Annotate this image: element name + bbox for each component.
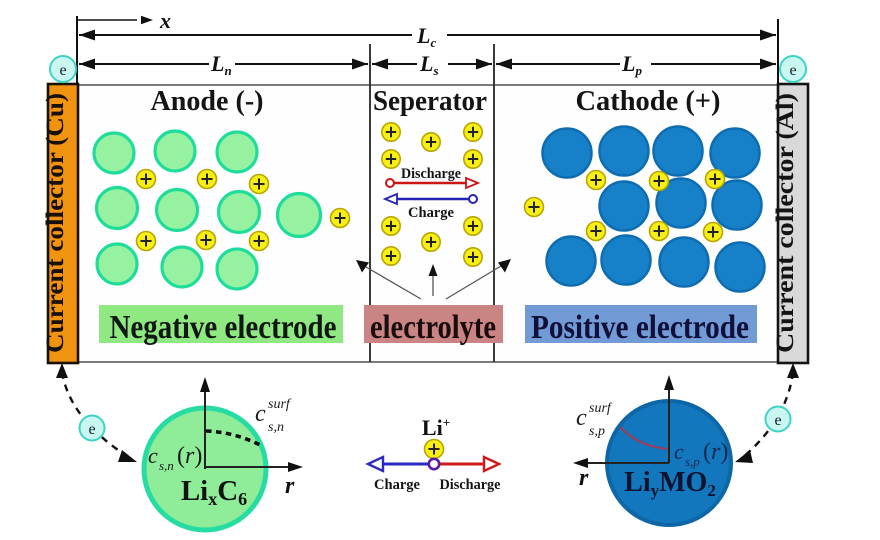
svg-text:electrolyte: electrolyte [370, 309, 496, 346]
svg-text:c: c [674, 439, 684, 464]
svg-text:s,p: s,p [589, 424, 605, 439]
svg-text:LixC6: LixC6 [181, 475, 247, 509]
svg-text:Discharge: Discharge [401, 166, 461, 182]
svg-text:e: e [774, 412, 781, 429]
svg-text:e: e [789, 62, 796, 79]
svg-text:Charge: Charge [408, 205, 454, 221]
svg-text:e: e [59, 62, 66, 79]
svg-text:r: r [579, 465, 589, 491]
svg-text:s,p: s,p [685, 454, 700, 469]
svg-text:(r): (r) [703, 439, 728, 465]
svg-text:(r): (r) [177, 443, 202, 469]
svg-text:Positive electrode: Positive electrode [531, 309, 749, 346]
svg-text:Discharge: Discharge [440, 477, 501, 493]
svg-text:Cathode (+): Cathode (+) [576, 86, 721, 117]
svg-text:surf: surf [268, 397, 292, 412]
svg-text:s,n: s,n [159, 458, 174, 473]
svg-text:e: e [88, 421, 95, 438]
svg-text:r: r [285, 473, 295, 499]
svg-text:LiyMO2: LiyMO2 [624, 467, 716, 500]
svg-text:Current collector (Cu): Current collector (Cu) [42, 93, 69, 353]
svg-text:Seperator: Seperator [373, 86, 487, 117]
svg-text:c: c [148, 443, 158, 468]
svg-text:Charge: Charge [374, 477, 420, 493]
svg-text:Current collector (Al): Current collector (Al) [772, 93, 799, 353]
svg-text:s,n: s,n [268, 420, 284, 435]
svg-text:x: x [159, 8, 171, 33]
svg-text:Li+: Li+ [422, 415, 450, 440]
svg-text:c: c [576, 405, 587, 431]
svg-text:Negative electrode: Negative electrode [110, 309, 337, 346]
svg-text:surf: surf [589, 401, 613, 416]
svg-text:c: c [255, 401, 266, 427]
svg-text:Anode (-): Anode (-) [151, 86, 264, 117]
